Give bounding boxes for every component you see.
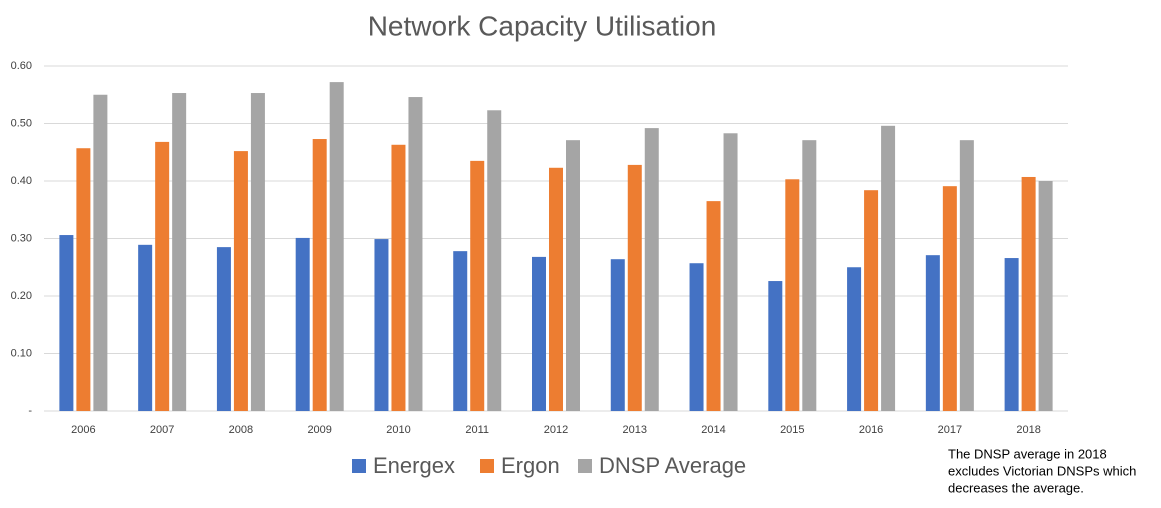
y-tick-label: - [28, 405, 32, 417]
x-tick-label: 2017 [938, 424, 962, 436]
bar [785, 179, 800, 411]
legend-label: Ergon [501, 453, 560, 478]
bar [689, 263, 704, 411]
bar [627, 164, 642, 411]
bar [864, 190, 879, 411]
bar [138, 244, 153, 411]
bar [1021, 176, 1036, 411]
y-tick-label: 0.10 [11, 347, 32, 359]
legend-swatch [578, 459, 592, 473]
bar [847, 267, 862, 411]
bar [802, 140, 817, 412]
bar [233, 151, 248, 411]
bar [723, 133, 738, 411]
x-tick-label: 2007 [150, 424, 174, 436]
bar [881, 125, 896, 412]
bar [93, 94, 108, 411]
y-tick-label: 0.50 [11, 117, 32, 129]
bar [959, 140, 974, 412]
y-tick-label: 0.60 [11, 60, 32, 72]
legend-swatch [352, 459, 366, 473]
bar [312, 139, 327, 411]
x-tick-label: 2011 [465, 424, 489, 436]
x-tick-label: 2015 [780, 424, 804, 436]
x-tick-label: 2018 [1016, 424, 1040, 436]
bar [453, 251, 468, 411]
bar [532, 256, 546, 411]
bar [644, 128, 659, 411]
bar [216, 247, 231, 411]
bar [566, 140, 580, 412]
x-tick-label: 2006 [71, 424, 95, 436]
annotation: excludes Victorian DNSPs which [948, 463, 1136, 478]
bar [1004, 258, 1019, 411]
bar [391, 144, 406, 411]
bar [250, 93, 265, 412]
bar [768, 281, 783, 411]
bar [155, 141, 170, 411]
y-tick-label: 0.30 [11, 232, 32, 244]
annotation: decreases the average. [948, 480, 1084, 495]
bar [374, 239, 389, 411]
x-tick-label: 2016 [859, 424, 883, 436]
bar [1038, 181, 1053, 411]
x-tick-label: 2012 [544, 424, 568, 436]
bar [295, 237, 310, 411]
y-tick-label: 0.40 [11, 175, 32, 187]
x-tick-label: 2008 [229, 424, 253, 436]
legend-swatch [480, 459, 494, 473]
chart-title: Network Capacity Utilisation [368, 10, 717, 41]
bar [549, 167, 563, 411]
bar [706, 201, 721, 411]
bar [172, 93, 187, 412]
annotation: The DNSP average in 2018 [948, 446, 1107, 461]
legend-label: Energex [373, 453, 455, 478]
bar [925, 255, 940, 411]
x-tick-label: 2010 [386, 424, 410, 436]
bar [59, 235, 74, 411]
bar [487, 110, 502, 412]
legend-label: DNSP Average [599, 453, 746, 478]
y-tick-label: 0.20 [11, 290, 32, 302]
bar [76, 148, 91, 411]
bar [942, 186, 957, 411]
bar [610, 259, 625, 411]
bar [329, 82, 344, 411]
x-tick-label: 2014 [701, 424, 725, 436]
x-tick-label: 2013 [623, 424, 647, 436]
x-tick-label: 2009 [307, 424, 331, 436]
bar [408, 97, 423, 412]
bar [470, 160, 485, 411]
